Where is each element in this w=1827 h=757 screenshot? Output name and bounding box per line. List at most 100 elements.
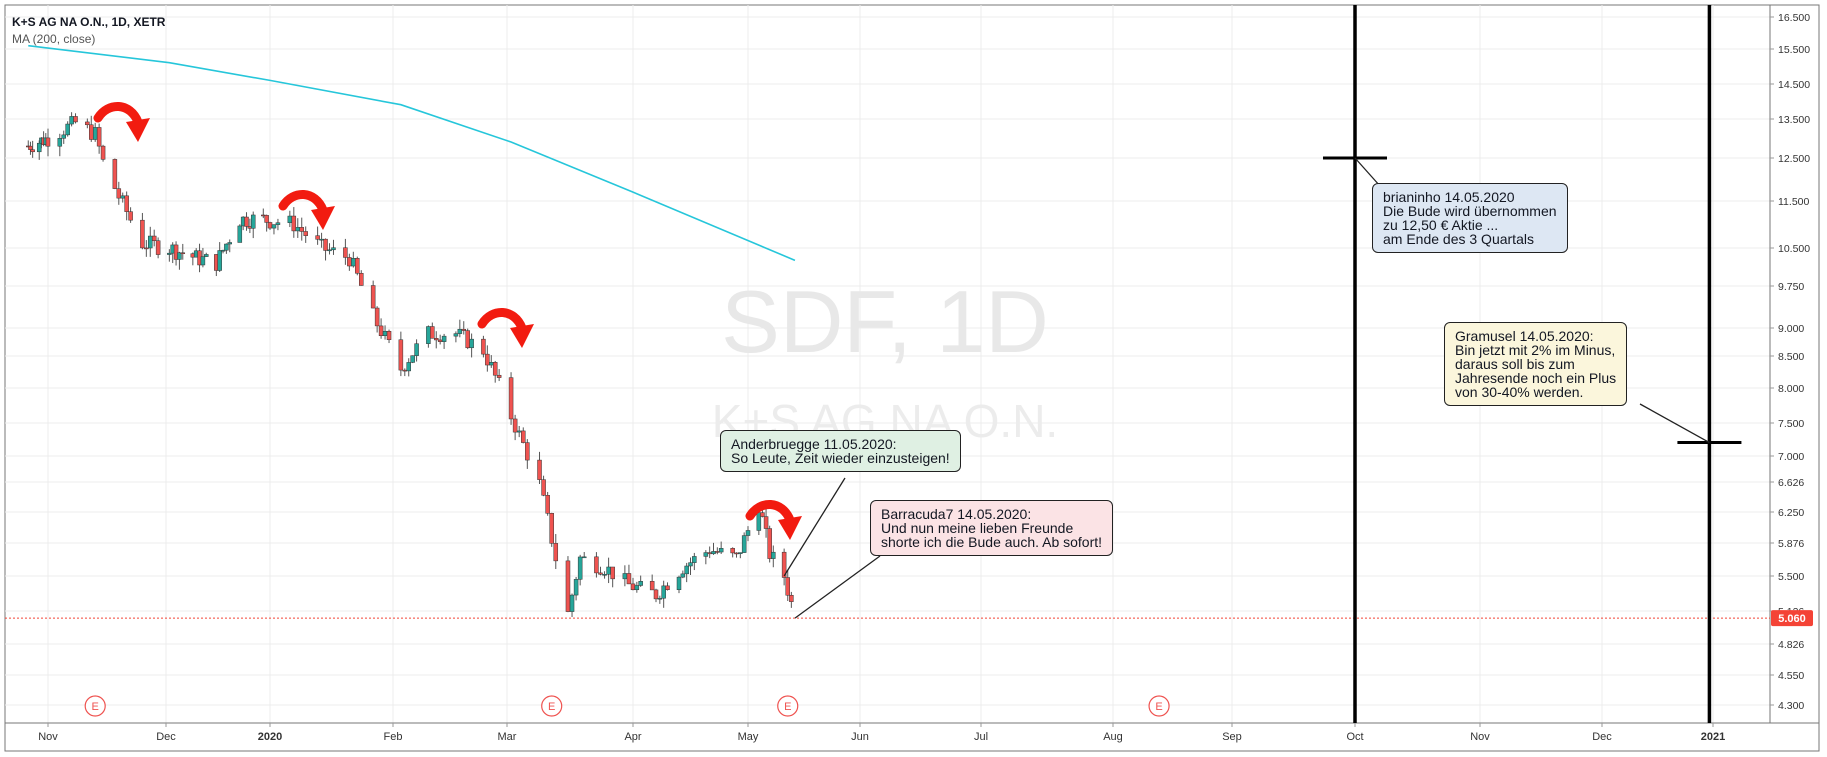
price-tick-label: 15.500: [1778, 44, 1810, 56]
watermark: SDF, 1D K+S AG NA O.N.: [712, 272, 1058, 447]
candle-body: [516, 430, 522, 433]
candle-body: [741, 535, 747, 553]
candle-body: [315, 235, 320, 240]
candle: [144, 240, 149, 257]
watermark-symbol: SDF, 1D: [721, 272, 1049, 371]
callout-line: daraus soll bis zum: [1455, 356, 1575, 372]
time-tick-label: 2020: [258, 731, 282, 743]
callout-pointer-brianinho: [1354, 157, 1381, 187]
candle-body: [602, 574, 607, 576]
earnings-circle: [1148, 695, 1170, 717]
callout-line: Bin jetzt mit 2% im Minus,: [1455, 342, 1616, 358]
candle-body: [598, 572, 603, 575]
candle-body: [398, 339, 404, 371]
candle: [657, 595, 663, 604]
callout-line: am Ende des 3 Quartals: [1383, 231, 1534, 247]
earnings-circle: [777, 695, 799, 717]
callout-line: zu 12,50 € Aktie ...: [1383, 217, 1499, 233]
candle-body: [200, 256, 206, 266]
candle-body: [180, 252, 186, 254]
candle: [128, 207, 133, 223]
red-arrow-head: [126, 118, 150, 142]
candle-body: [653, 589, 659, 600]
candle-body: [30, 149, 35, 153]
time-tick-label: Dec: [156, 731, 176, 743]
candle: [653, 588, 659, 603]
candle: [378, 318, 384, 339]
candle-body: [73, 116, 78, 123]
candle-body: [61, 134, 66, 139]
candle: [469, 333, 474, 358]
candle: [155, 237, 161, 259]
earnings-letter: E: [1155, 701, 1162, 713]
candle: [545, 491, 550, 516]
callout-line: So Leute, Zeit wieder einzusteigen!: [731, 450, 950, 466]
candle-body: [303, 231, 308, 236]
candle: [343, 238, 348, 265]
candle-body: [275, 222, 281, 225]
candle: [45, 128, 51, 157]
candle: [30, 140, 35, 158]
candle: [271, 224, 277, 235]
candle-body: [676, 576, 682, 590]
time-tick-label: Sep: [1222, 731, 1242, 743]
candle: [626, 564, 632, 585]
candle-body: [692, 556, 697, 563]
candle-body: [287, 215, 293, 223]
red-arrow-shaft: [477, 308, 527, 333]
candle-body: [453, 333, 459, 337]
candle-body: [343, 247, 348, 258]
candle-body: [489, 362, 494, 366]
candle-body: [661, 585, 666, 599]
candle-body: [370, 285, 376, 309]
candle-body: [638, 581, 643, 586]
earnings-letter: E: [784, 701, 791, 713]
candle-body: [144, 247, 149, 250]
candle: [237, 224, 243, 243]
candle: [634, 581, 640, 593]
callout-line: Gramusel 14.05.2020:: [1455, 328, 1594, 344]
candle-body: [128, 211, 133, 221]
candle-body: [374, 307, 380, 327]
red-arrow-head: [510, 324, 534, 348]
candle-body: [684, 565, 689, 575]
candle-body: [573, 579, 579, 596]
last-price-text: 5.060: [1778, 613, 1806, 625]
candle: [485, 345, 490, 372]
callout-brianinho: brianinho 14.05.2020 Die Bude wird übern…: [1372, 183, 1568, 253]
candle: [767, 525, 772, 563]
candle-body: [577, 556, 583, 580]
candle-body: [69, 116, 74, 125]
candle-body: [496, 374, 502, 378]
candle-body: [730, 548, 735, 554]
price-tick-label: 4.300: [1778, 700, 1804, 712]
candle: [638, 575, 643, 587]
candle-body: [120, 195, 125, 199]
candle-body: [521, 430, 526, 443]
candle: [661, 580, 666, 608]
candles: [26, 112, 794, 618]
candle: [173, 241, 179, 266]
candle: [481, 335, 486, 358]
callout-line: shorte ich die Bude auch. Ab sofort!: [881, 534, 1103, 550]
price-tick-label: 6.250: [1778, 507, 1804, 519]
candle: [602, 571, 607, 579]
annotations: [783, 5, 1742, 723]
candle: [327, 243, 332, 255]
candle-body: [267, 222, 273, 229]
red-arrow-shaft: [93, 102, 143, 127]
candle-body: [537, 459, 542, 480]
candle: [610, 566, 615, 588]
time-tick-label: Mar: [498, 731, 517, 743]
candle-body: [485, 353, 490, 366]
time-axis[interactable]: Nov Dec 2020 Feb Mar Apr May Jun Jul Aug Sep Oct Nov…: [38, 723, 1725, 743]
candle-body: [217, 250, 222, 271]
earnings-marker: E: [84, 695, 106, 717]
candle: [406, 358, 411, 377]
price-tick-label: 6.626: [1778, 477, 1804, 489]
time-tick-label: 2021: [1701, 731, 1725, 743]
candle-body: [378, 325, 384, 336]
candle-body: [173, 244, 179, 260]
candle: [703, 550, 709, 565]
time-tick-label: Dec: [1592, 731, 1612, 743]
